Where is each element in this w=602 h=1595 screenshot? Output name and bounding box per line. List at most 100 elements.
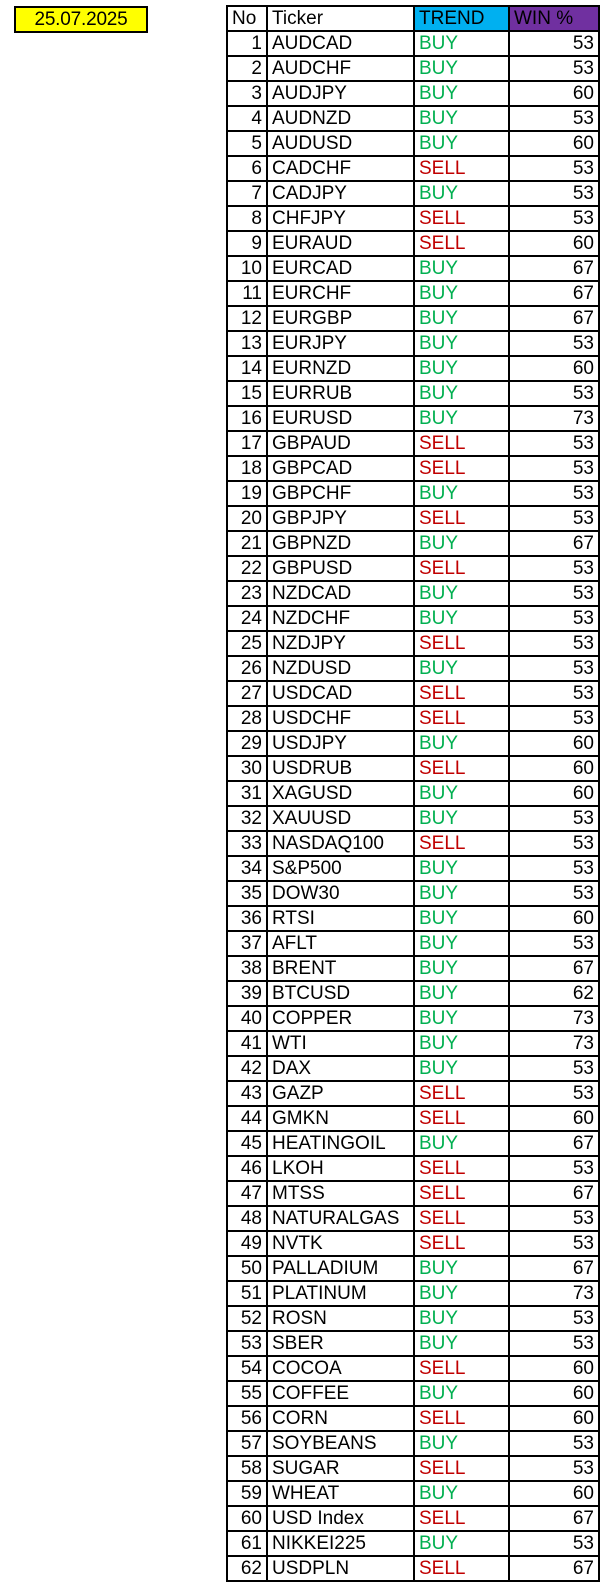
table-row[interactable]: 59 WHEAT BUY 60 <box>226 1480 600 1507</box>
table-row[interactable]: 52 ROSN BUY 53 <box>226 1305 600 1332</box>
table-row[interactable]: 24 NZDCHF BUY 53 <box>226 605 600 632</box>
cell-no: 47 <box>226 1180 268 1207</box>
table-row[interactable]: 28 USDCHF SELL 53 <box>226 705 600 732</box>
table-row[interactable]: 46 LKOH SELL 53 <box>226 1155 600 1182</box>
table-row[interactable]: 14 EURNZD BUY 60 <box>226 355 600 382</box>
cell-win-percent: 67 <box>508 530 600 557</box>
table-row[interactable]: 9 EURAUD SELL 60 <box>226 230 600 257</box>
cell-no: 50 <box>226 1255 268 1282</box>
cell-win-percent: 53 <box>508 580 600 607</box>
table-row[interactable]: 40 COPPER BUY 73 <box>226 1005 600 1032</box>
table-row[interactable]: 16 EURUSD BUY 73 <box>226 405 600 432</box>
cell-win-percent: 53 <box>508 655 600 682</box>
cell-win-percent: 67 <box>508 280 600 307</box>
table-row[interactable]: 35 DOW30 BUY 53 <box>226 880 600 907</box>
table-row[interactable]: 51 PLATINUM BUY 73 <box>226 1280 600 1307</box>
date-label: 25.07.2025 <box>34 9 128 30</box>
table-row[interactable]: 50 PALLADIUM BUY 67 <box>226 1255 600 1282</box>
table-row[interactable]: 27 USDCAD SELL 53 <box>226 680 600 707</box>
cell-trend: BUY <box>413 1480 510 1507</box>
cell-no: 39 <box>226 980 268 1007</box>
table-row[interactable]: 57 SOYBEANS BUY 53 <box>226 1430 600 1457</box>
cell-ticker: NVTK <box>266 1230 415 1257</box>
cell-trend: SELL <box>413 630 510 657</box>
table-row[interactable]: 15 EURRUB BUY 53 <box>226 380 600 407</box>
table-row[interactable]: 4 AUDNZD BUY 53 <box>226 105 600 132</box>
table-row[interactable]: 53 SBER BUY 53 <box>226 1330 600 1357</box>
table-row[interactable]: 11 EURCHF BUY 67 <box>226 280 600 307</box>
table-row[interactable]: 32 XAUUSD BUY 53 <box>226 805 600 832</box>
column-header-win[interactable]: WIN % <box>508 5 600 32</box>
table-row[interactable]: 47 MTSS SELL 67 <box>226 1180 600 1207</box>
table-row[interactable]: 58 SUGAR SELL 53 <box>226 1455 600 1482</box>
cell-win-percent: 53 <box>508 680 600 707</box>
table-row[interactable]: 22 GBPUSD SELL 53 <box>226 555 600 582</box>
column-header-ticker[interactable]: Ticker <box>266 5 415 32</box>
cell-win-percent: 60 <box>508 1355 600 1382</box>
table-row[interactable]: 29 USDJPY BUY 60 <box>226 730 600 757</box>
cell-no: 51 <box>226 1280 268 1307</box>
cell-ticker: GBPJPY <box>266 505 415 532</box>
cell-ticker: SUGAR <box>266 1455 415 1482</box>
column-header-no[interactable]: No <box>226 5 268 32</box>
cell-win-percent: 67 <box>508 1130 600 1157</box>
table-row[interactable]: 10 EURCAD BUY 67 <box>226 255 600 282</box>
table-row[interactable]: 21 GBPNZD BUY 67 <box>226 530 600 557</box>
table-row[interactable]: 12 EURGBP BUY 67 <box>226 305 600 332</box>
cell-win-percent: 53 <box>508 430 600 457</box>
table-row[interactable]: 1 AUDCAD BUY 53 <box>226 30 600 57</box>
cell-win-percent: 53 <box>508 55 600 82</box>
table-row[interactable]: 3 AUDJPY BUY 60 <box>226 80 600 107</box>
cell-win-percent: 53 <box>508 805 600 832</box>
cell-ticker: ROSN <box>266 1305 415 1332</box>
table-row[interactable]: 39 BTCUSD BUY 62 <box>226 980 600 1007</box>
cell-ticker: NIKKEI225 <box>266 1530 415 1557</box>
table-row[interactable]: 8 CHFJPY SELL 53 <box>226 205 600 232</box>
table-row[interactable]: 30 USDRUB SELL 60 <box>226 755 600 782</box>
table-row[interactable]: 19 GBPCHF BUY 53 <box>226 480 600 507</box>
table-row[interactable]: 26 NZDUSD BUY 53 <box>226 655 600 682</box>
table-row[interactable]: 41 WTI BUY 73 <box>226 1030 600 1057</box>
cell-trend: BUY <box>413 805 510 832</box>
table-row[interactable]: 13 EURJPY BUY 53 <box>226 330 600 357</box>
cell-win-percent: 53 <box>508 380 600 407</box>
column-header-trend[interactable]: TREND <box>413 5 510 32</box>
table-row[interactable]: 44 GMKN SELL 60 <box>226 1105 600 1132</box>
table-row[interactable]: 25 NZDJPY SELL 53 <box>226 630 600 657</box>
cell-no: 30 <box>226 755 268 782</box>
cell-trend: SELL <box>413 755 510 782</box>
table-row[interactable]: 20 GBPJPY SELL 53 <box>226 505 600 532</box>
table-row[interactable]: 38 BRENT BUY 67 <box>226 955 600 982</box>
cell-trend: BUY <box>413 780 510 807</box>
cell-trend: BUY <box>413 1055 510 1082</box>
table-row[interactable]: 45 HEATINGOIL BUY 67 <box>226 1130 600 1157</box>
table-row[interactable]: 54 COCOA SELL 60 <box>226 1355 600 1382</box>
cell-ticker: CORN <box>266 1405 415 1432</box>
cell-no: 59 <box>226 1480 268 1507</box>
table-row[interactable]: 2 AUDCHF BUY 53 <box>226 55 600 82</box>
table-row[interactable]: 42 DAX BUY 53 <box>226 1055 600 1082</box>
table-row[interactable]: 37 AFLT BUY 53 <box>226 930 600 957</box>
table-row[interactable]: 62 USDPLN SELL 67 <box>226 1555 600 1582</box>
cell-ticker: SOYBEANS <box>266 1430 415 1457</box>
table-row[interactable]: 17 GBPAUD SELL 53 <box>226 430 600 457</box>
table-row[interactable]: 61 NIKKEI225 BUY 53 <box>226 1530 600 1557</box>
table-row[interactable]: 7 CADJPY BUY 53 <box>226 180 600 207</box>
table-row[interactable]: 23 NZDCAD BUY 53 <box>226 580 600 607</box>
table-row[interactable]: 36 RTSI BUY 60 <box>226 905 600 932</box>
cell-win-percent: 53 <box>508 1530 600 1557</box>
table-row[interactable]: 43 GAZP SELL 53 <box>226 1080 600 1107</box>
table-row[interactable]: 49 NVTK SELL 53 <box>226 1230 600 1257</box>
table-row[interactable]: 55 COFFEE BUY 60 <box>226 1380 600 1407</box>
table-row[interactable]: 33 NASDAQ100 SELL 53 <box>226 830 600 857</box>
table-row[interactable]: 34 S&P500 BUY 53 <box>226 855 600 882</box>
table-row[interactable]: 60 USD Index SELL 67 <box>226 1505 600 1532</box>
cell-win-percent: 53 <box>508 1430 600 1457</box>
table-row[interactable]: 31 XAGUSD BUY 60 <box>226 780 600 807</box>
cell-ticker: AUDCHF <box>266 55 415 82</box>
table-row[interactable]: 18 GBPCAD SELL 53 <box>226 455 600 482</box>
table-row[interactable]: 6 CADCHF SELL 53 <box>226 155 600 182</box>
table-row[interactable]: 48 NATURALGAS SELL 53 <box>226 1205 600 1232</box>
table-row[interactable]: 5 AUDUSD BUY 60 <box>226 130 600 157</box>
table-row[interactable]: 56 CORN SELL 60 <box>226 1405 600 1432</box>
